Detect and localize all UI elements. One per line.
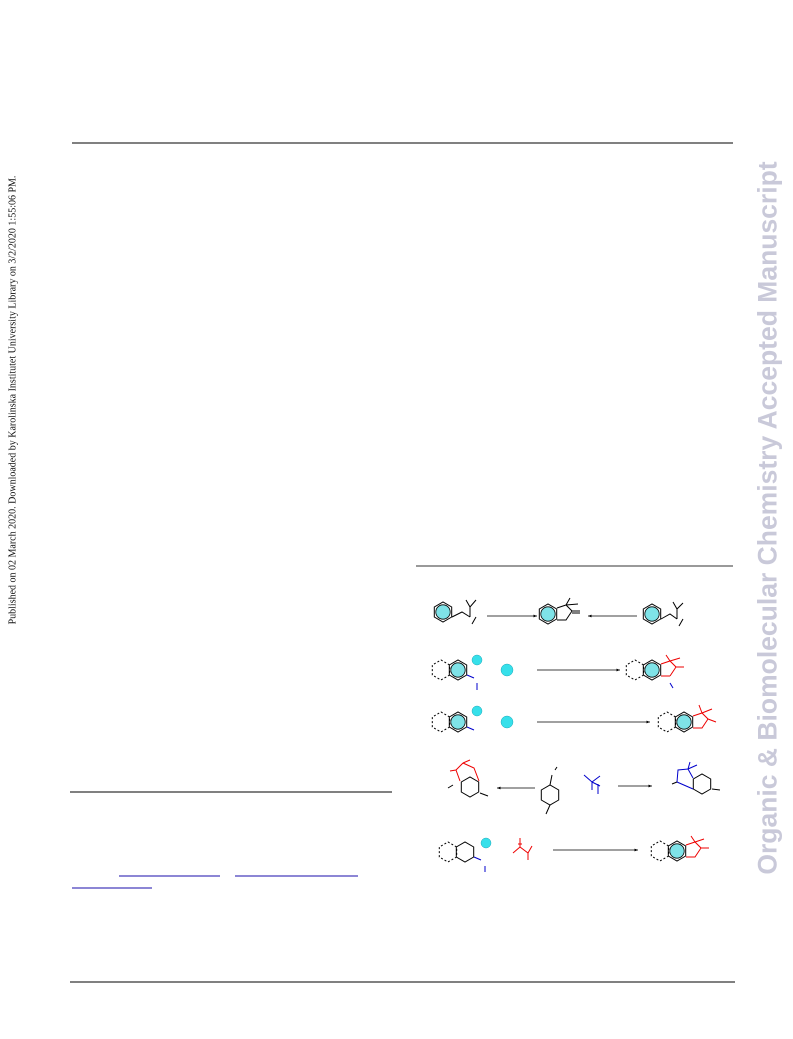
ring (431, 659, 451, 681)
ring (692, 773, 712, 795)
bond (671, 781, 721, 791)
bond (669, 682, 674, 689)
catalyst (500, 715, 514, 729)
aromatic-circle (540, 606, 556, 622)
ring (438, 841, 458, 863)
bond (545, 766, 558, 815)
bond (676, 761, 698, 790)
ring (431, 711, 451, 733)
bond (466, 726, 475, 731)
aromatic-circle (676, 714, 692, 730)
ring (460, 776, 480, 798)
ring (642, 603, 662, 625)
reaction-scheme (431, 597, 721, 872)
aromatic-circle (644, 606, 660, 622)
ring (650, 840, 670, 862)
aromatic-circle (435, 604, 451, 620)
bond (449, 759, 480, 782)
bond (661, 654, 684, 677)
ring (455, 841, 475, 863)
aromatic-circle (644, 662, 660, 678)
aromatic-circle (450, 714, 466, 730)
catalyst (471, 705, 483, 717)
journal-watermark: Organic & Biomolecular Chemistry Accepte… (752, 161, 783, 875)
bond (512, 838, 533, 860)
bond (556, 597, 580, 621)
catalyst (480, 837, 492, 849)
bond (660, 660, 677, 677)
ring (448, 711, 468, 733)
bond (473, 856, 486, 872)
ring (448, 659, 468, 681)
ring (540, 784, 560, 806)
aromatic-circle (450, 662, 466, 678)
ring (642, 659, 662, 681)
ring (433, 601, 453, 623)
bond (447, 784, 489, 797)
ring (625, 659, 645, 681)
catalyst (500, 663, 514, 677)
publication-note: Published on 02 March 2020. Downloaded b… (7, 175, 19, 625)
ring (538, 603, 558, 625)
bond (685, 835, 709, 858)
bond (466, 674, 478, 690)
ring (657, 711, 677, 733)
catalyst (471, 654, 483, 666)
bond (451, 599, 477, 625)
ring (667, 840, 687, 862)
ring (674, 711, 694, 733)
aromatic-circle (669, 843, 685, 859)
bond (660, 601, 684, 627)
bond (583, 774, 601, 794)
bond (692, 704, 717, 729)
